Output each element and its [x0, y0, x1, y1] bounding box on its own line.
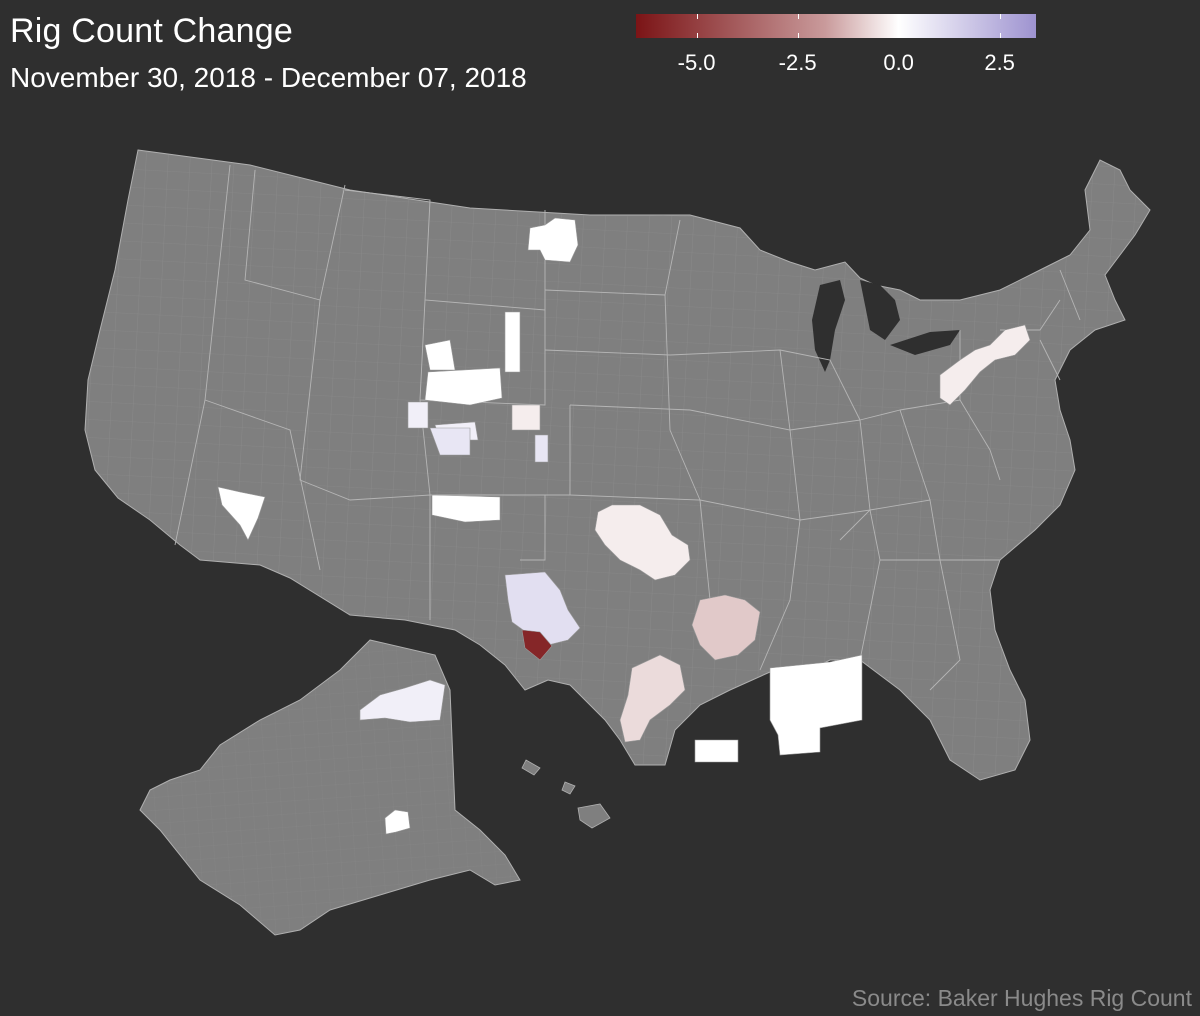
region-north-slope-ak — [359, 679, 446, 723]
legend-tick-mark — [898, 33, 900, 38]
legend-tick-mark — [999, 33, 1001, 38]
map-subtitle: November 30, 2018 - December 07, 2018 — [10, 62, 527, 93]
legend-tick-mark — [797, 14, 799, 19]
map-title: Rig Count Change — [10, 12, 293, 50]
region-powder-river-basin-wy — [424, 311, 521, 406]
legend-tick-label: -2.5 — [778, 50, 817, 75]
region-eagle-ford-tx — [619, 654, 686, 743]
legend-color-bar — [636, 14, 1036, 38]
region-reeves-county-tx — [521, 629, 553, 661]
legend-tick-mark — [898, 14, 900, 19]
alaska — [139, 639, 521, 936]
region-permian-basin-tx-nm — [504, 571, 581, 646]
legend-tick-mark — [696, 33, 698, 38]
rig-regions — [217, 217, 1031, 835]
region-gulf-of-mexico — [694, 654, 863, 763]
legend-tick-mark — [696, 14, 698, 19]
region-cook-inlet-ak — [384, 809, 411, 835]
region-anadarko-basin-ok — [594, 504, 691, 581]
region-uinta-basin-ut — [429, 427, 549, 463]
legend-tick-label: 2.5 — [984, 50, 1015, 75]
legend-tick-mark — [999, 14, 1001, 19]
great-lakes — [812, 280, 960, 372]
source-note: Source: Baker Hughes Rig Count — [851, 985, 1192, 1011]
color-legend: -5.0 -2.5 0.0 2.5 — [636, 14, 1036, 84]
hawaii-islands — [521, 759, 611, 829]
state-borders — [174, 164, 1081, 691]
region-williston-basin-nd — [527, 217, 579, 263]
region-haynesville-la-tx — [691, 594, 761, 661]
contiguous-us — [84, 149, 1151, 781]
legend-tick-mark — [797, 33, 799, 38]
region-san-juan-basin-nm — [431, 494, 501, 523]
region-dj-basin-co — [511, 404, 541, 431]
region-kern-county-ca — [217, 486, 266, 541]
region-marcellus-pa-wv-oh — [939, 324, 1031, 406]
legend-tick-label: -5.0 — [677, 50, 716, 75]
legend-tick-label: 0.0 — [883, 50, 914, 75]
